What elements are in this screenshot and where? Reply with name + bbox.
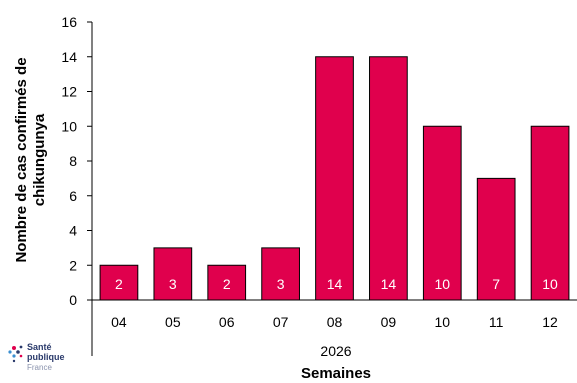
y-tick-label: 0 <box>69 292 77 308</box>
x-tick-label: 11 <box>489 314 504 330</box>
y-axis-title-line2: chikungunya <box>31 113 48 206</box>
bar-value-label: 10 <box>542 276 558 292</box>
x-tick-label: 04 <box>111 314 127 330</box>
y-tick-label: 16 <box>61 14 77 30</box>
bar-value-label: 14 <box>327 276 343 292</box>
bar-12 <box>530 125 570 301</box>
x-tick-label: 12 <box>542 314 558 330</box>
y-axis-title-line1: Nombre de cas confirmés de <box>13 57 30 262</box>
y-tick-label: 4 <box>69 223 77 239</box>
x-axis-title: Semaines <box>301 365 371 382</box>
y-tick-label: 14 <box>61 49 77 65</box>
x-tick-label: 05 <box>165 314 181 330</box>
bar-value-label: 2 <box>223 276 231 292</box>
x-tick-label: 08 <box>327 314 343 330</box>
bar-value-label: 14 <box>381 276 397 292</box>
year-label: 2026 <box>320 343 351 359</box>
x-axis: 04 05 06 07 08 09 10 11 12 <box>111 314 558 330</box>
bar-value-label: 2 <box>115 276 123 292</box>
bar-07 <box>261 247 300 301</box>
sante-publique-france-logo: Santé publique France <box>8 342 65 372</box>
y-tick-label: 6 <box>69 188 77 204</box>
x-tick-label: 06 <box>219 314 235 330</box>
y-tick-label: 8 <box>69 153 77 169</box>
bar-10 <box>422 125 462 301</box>
logo-line3: France <box>27 363 52 372</box>
x-tick-label: 09 <box>381 314 397 330</box>
logo-line1: Santé <box>27 342 52 352</box>
bar-value-label: 10 <box>434 276 450 292</box>
bar-value-label: 7 <box>492 276 500 292</box>
logo-line2: publique <box>27 352 65 362</box>
bar-value-label: 3 <box>277 276 285 292</box>
y-tick-label: 12 <box>61 84 77 100</box>
y-axis: 0 2 4 6 8 10 12 14 16 <box>61 14 92 308</box>
bar-08 <box>315 56 354 301</box>
y-tick-label: 10 <box>61 118 77 134</box>
x-tick-label: 07 <box>273 314 289 330</box>
bar-value-label: 3 <box>169 276 177 292</box>
bar-05 <box>153 247 193 301</box>
bar-09 <box>369 56 408 301</box>
y-tick-label: 2 <box>69 257 77 273</box>
bar-04 <box>99 264 139 301</box>
bars: 2 3 2 3 14 14 10 7 10 <box>99 56 570 301</box>
x-tick-label: 10 <box>434 314 450 330</box>
